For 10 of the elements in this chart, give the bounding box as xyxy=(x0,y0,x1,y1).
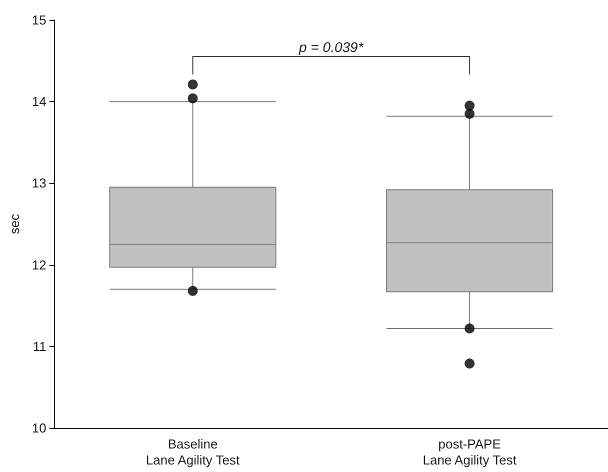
y-tick-label: 11 xyxy=(32,338,46,354)
x-tick-label: Baseline Lane Agility Test xyxy=(146,436,240,468)
y-tick-label: 12 xyxy=(32,257,46,272)
y-tick-label: 13 xyxy=(32,176,46,191)
y-tick-label: 14 xyxy=(32,94,46,110)
y-tick-label: 15 xyxy=(32,12,46,28)
x-tick-label: post-PAPE Lane Agility Test xyxy=(422,436,517,468)
y-tick-label: 10 xyxy=(32,420,46,436)
annotation: p = 0.039* xyxy=(299,39,364,56)
y-axis-title: sec xyxy=(7,213,22,234)
